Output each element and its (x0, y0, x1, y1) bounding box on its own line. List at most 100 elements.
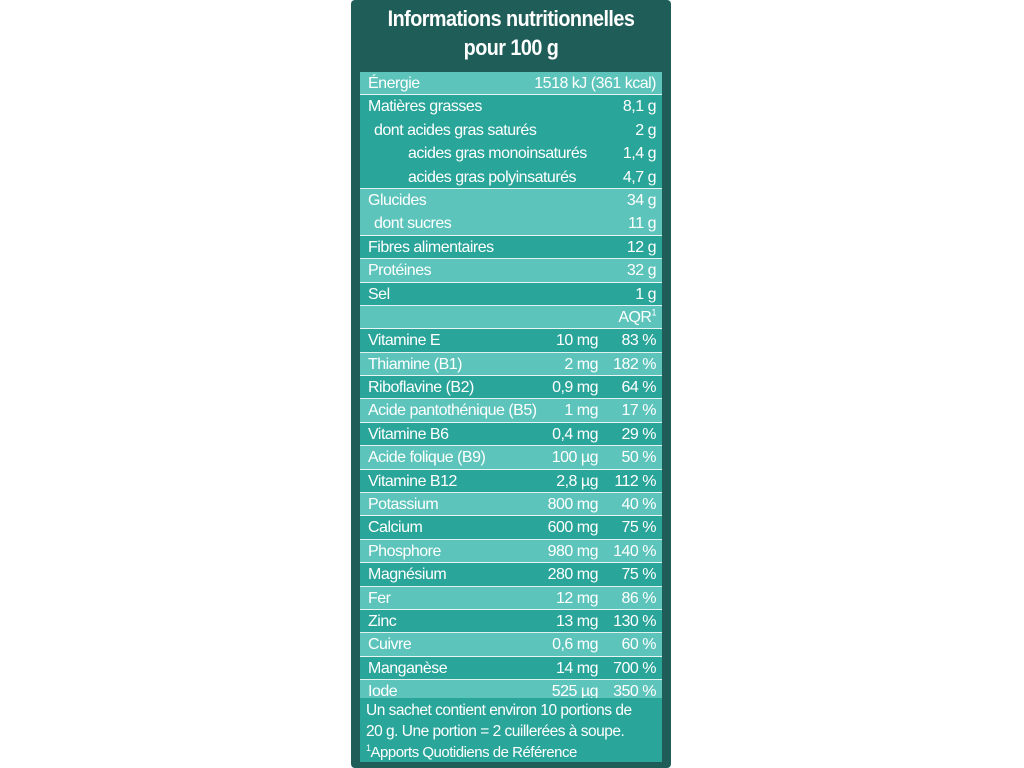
nutrient-row: dont acides gras saturés 2 g (360, 118, 662, 143)
vitamin-amount: 1 mg (564, 402, 598, 420)
vitamin-aqr-percent: 140 % (613, 542, 656, 560)
footer-note: Un sachet contient environ 10 portions d… (360, 698, 662, 762)
footnote: 1Apports Quotidiens de Référence (366, 742, 656, 763)
vitamin-amount: 100 µg (551, 449, 599, 467)
vitamin-row: Calcium 600 mg 75 % (360, 516, 662, 540)
nutrient-value: 32 g (626, 262, 657, 280)
vitamin-aqr-percent: 50 % (621, 449, 657, 467)
nutrient-label: acides gras polyinsaturés (408, 168, 577, 186)
vitamin-row: Zinc 13 mg 130 % (360, 609, 662, 634)
nutrient-value: 1518 kJ (361 kcal) (534, 75, 656, 92)
nutrient-row: Fibres alimentaires 12 g (360, 235, 662, 260)
vitamin-label: Vitamine B12 (368, 472, 457, 490)
footer-line-2: 20 g. Une portion = 2 cuillerées à soupe… (366, 723, 625, 740)
nutrient-value: 2 g (635, 121, 656, 139)
vitamin-amount: 13 mg (556, 612, 598, 630)
vitamin-aqr-percent: 182 % (613, 355, 656, 373)
vitamin-row: Fer 12 mg 86 % (360, 586, 662, 610)
footnote-marker: 1 (366, 743, 371, 753)
nutrient-row: Énergie 1518 kJ (361 kcal) (360, 72, 662, 96)
nutrient-value: 8,1 g (622, 98, 657, 116)
vitamin-label: Vitamine B6 (368, 425, 449, 443)
nutrient-value: 4,7 g (622, 168, 657, 186)
nutrient-row: Glucides 34 g (360, 188, 662, 213)
nutrient-value: 11 g (628, 215, 656, 233)
nutrient-label: Énergie (368, 75, 420, 92)
vitamin-label: Cuivre (368, 636, 412, 654)
vitamin-label: Potassium (368, 496, 439, 514)
vitamin-label: Acide pantothénique (B5) (368, 402, 537, 420)
vitamin-row: Vitamine B12 2,8 µg 112 % (360, 469, 662, 494)
nutrient-value: 1,4 g (622, 145, 657, 163)
footer-line-1: Un sachet contient environ 10 portions d… (366, 702, 632, 719)
vitamin-label: Zinc (368, 612, 397, 630)
vitamin-row: Phosphore 980 mg 140 % (360, 539, 662, 564)
vitamin-amount: 2 mg (564, 355, 598, 373)
nutrient-row: Protéines 32 g (360, 259, 662, 283)
vitamin-label: Magnésium (368, 566, 447, 584)
title-line-1: Informations nutritionnelles (387, 6, 635, 31)
nutrient-label: Glucides (368, 191, 427, 209)
vitamin-row: Cuivre 0,6 mg 60 % (360, 633, 662, 657)
vitamin-row: Manganèse 14 mg 700 % (360, 656, 662, 681)
vitamin-label: Phosphore (368, 542, 441, 560)
vitamin-amount: 280 mg (547, 566, 599, 584)
vitamin-row: Potassium 800 mg 40 % (360, 493, 662, 517)
nutrient-value: 12 g (626, 238, 657, 256)
vitamin-amount: 0,6 mg (552, 636, 598, 654)
vitamin-row: Thiamine (B1) 2 mg 182 % (360, 352, 662, 377)
nutrient-row: dont sucres 11 g (360, 212, 662, 236)
nutrient-row: Sel 1 g (360, 282, 662, 306)
vitamin-label: Manganèse (368, 659, 448, 677)
title-line-2: pour 100 g (463, 35, 559, 60)
aqr-header-text: AQR (618, 308, 652, 326)
vitamin-amount: 10 mg (556, 332, 598, 350)
vitamin-amount: 12 mg (556, 589, 598, 607)
nutrient-label: Fibres alimentaires (368, 238, 494, 256)
nutrient-label: Protéines (368, 262, 432, 280)
vitamin-row: Iode 525 µg 350 % (360, 680, 662, 704)
vitamin-amount: 0,9 mg (552, 379, 598, 397)
vitamin-aqr-percent: 64 % (621, 379, 657, 397)
vitamin-aqr-percent: 60 % (621, 636, 657, 654)
aqr-header-row: AQR1 (360, 305, 662, 330)
nutrition-title: Informations nutritionnelles pour 100 g (375, 4, 647, 62)
vitamin-label: Fer (368, 589, 391, 607)
nutrient-row: acides gras polyinsaturés 4,7 g (360, 165, 662, 189)
vitamin-label: Thiamine (B1) (368, 355, 462, 373)
vitamin-row: Vitamine E 10 mg 83 % (360, 329, 662, 353)
nutrient-row: acides gras monoinsaturés 1,4 g (360, 142, 662, 166)
vitamin-aqr-percent: 75 % (621, 566, 657, 584)
aqr-header: AQR1 (618, 306, 656, 329)
vitamin-amount: 980 mg (547, 542, 599, 560)
nutrient-value: 34 g (626, 191, 657, 209)
vitamin-row: Acide pantothénique (B5) 1 mg 17 % (360, 399, 662, 423)
nutrient-label: dont acides gras saturés (374, 121, 537, 139)
vitamin-row: Acide folique (B9) 100 µg 50 % (360, 446, 662, 470)
nutrient-row: Matières grasses 8,1 g (360, 95, 662, 119)
footnote-text: Apports Quotidiens de Référence (370, 744, 578, 761)
vitamin-aqr-percent: 29 % (621, 425, 657, 443)
vitamin-aqr-percent: 83 % (621, 332, 657, 350)
vitamin-amount: 0,4 mg (552, 425, 598, 443)
vitamin-amount: 600 mg (547, 519, 599, 537)
nutrient-label: Sel (368, 285, 390, 303)
vitamin-aqr-percent: 17 % (621, 402, 657, 420)
vitamin-label: Calcium (368, 519, 423, 537)
nutrition-table: Énergie 1518 kJ (361 kcal) Matières grasse… (360, 72, 662, 704)
vitamin-label: Riboflavine (B2) (368, 379, 474, 397)
nutrient-value: 1 g (635, 285, 656, 303)
vitamin-aqr-percent: 112 % (614, 472, 656, 490)
vitamin-aqr-percent: 350 % (613, 683, 656, 701)
vitamin-aqr-percent: 86 % (621, 589, 657, 607)
vitamin-aqr-percent: 700 % (613, 659, 656, 677)
nutrient-label: acides gras monoinsaturés (408, 145, 587, 163)
vitamin-row: Magnésium 280 mg 75 % (360, 563, 662, 587)
vitamin-amount: 525 µg (551, 683, 599, 701)
vitamin-row: Riboflavine (B2) 0,9 mg 64 % (360, 376, 662, 400)
nutrient-label: Matières grasses (368, 98, 482, 116)
vitamin-row: Vitamine B6 0,4 mg 29 % (360, 422, 662, 447)
vitamin-label: Vitamine E (368, 332, 441, 350)
vitamin-aqr-percent: 40 % (621, 496, 657, 514)
vitamin-amount: 2,8 µg (556, 472, 598, 490)
